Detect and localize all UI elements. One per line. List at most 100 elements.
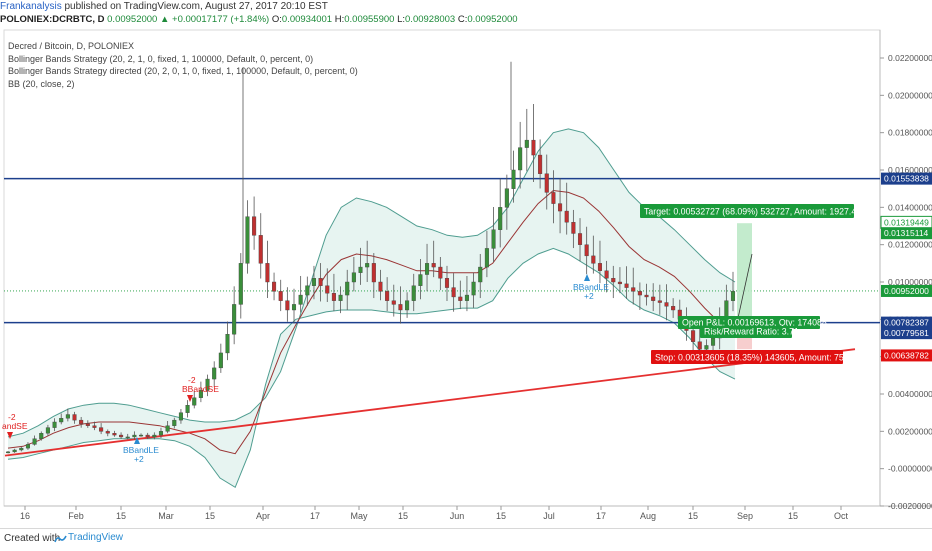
candle-body: [272, 281, 277, 292]
candle-body: [671, 306, 676, 311]
candle-body: [604, 270, 609, 279]
low-label: L:: [397, 14, 406, 25]
x-tick-label: Sep: [737, 511, 753, 521]
candle-body: [119, 434, 124, 438]
candle-body: [538, 154, 543, 174]
candle-body: [451, 287, 456, 298]
candle-body: [245, 216, 250, 264]
stop-annotation: Stop: 0.00313605 (18.35%) 143605, Amount…: [655, 353, 849, 363]
candle-body: [5, 451, 11, 454]
candle-body: [178, 412, 183, 421]
candle-body: [79, 419, 84, 425]
candle-body: [212, 367, 217, 380]
risk-reward-annotation: Risk/Reward Ratio: 3.71: [704, 327, 799, 337]
candle-body: [504, 188, 509, 208]
candle-body: [112, 433, 117, 436]
candle-body: [617, 281, 622, 285]
legend-series-name[interactable]: Decred / Bitcoin, D, POLONIEX: [8, 41, 135, 51]
risk-reward-annotation-box: [700, 326, 792, 338]
candle-body: [85, 423, 90, 426]
x-tick-label: Jul: [543, 511, 555, 521]
candle-body: [278, 291, 283, 301]
x-tick-label: 15: [398, 511, 408, 521]
high-label: H:: [334, 14, 345, 25]
open-pnl-annotation: Open P&L: 0.00169613, Qty: 174088: [682, 318, 827, 328]
candle-body: [225, 334, 230, 354]
candle-body: [571, 222, 576, 234]
candle-body: [458, 296, 463, 301]
legend-strategy-1[interactable]: Bollinger Bands Strategy (20, 2, 1, 0, f…: [8, 53, 314, 64]
signal-arrow-up-icon: [584, 274, 590, 281]
publish-info: published on TradingView.com, August 27,…: [64, 1, 328, 12]
candle-body: [305, 285, 310, 296]
symbol-label[interactable]: POLONIEX:DCRBTC, D: [0, 14, 105, 25]
price-tag-label: 0.01315114: [884, 228, 929, 238]
price-tag-box: [881, 316, 932, 329]
candle-body: [391, 300, 396, 305]
y-tick-label: 0.01200000: [888, 240, 932, 250]
price-chart[interactable]: 0.02200000 0.02000000 0.01800000 0.01600000…: [0, 28, 932, 526]
candle-body: [358, 266, 363, 273]
candle-body: [385, 291, 390, 301]
candle-body: [345, 281, 350, 296]
candle-body: [378, 281, 383, 292]
price-tag-label: 0.01553838: [884, 174, 929, 184]
created-with-label: Created with: [4, 533, 61, 544]
candle-body: [99, 427, 104, 432]
x-tick-label: Mar: [158, 511, 174, 521]
legend-strategy-2[interactable]: Bollinger Bands Strategy directed (20, 2…: [8, 66, 358, 76]
candle-body: [597, 263, 603, 271]
candle-body: [591, 255, 596, 264]
candle-body: [498, 207, 503, 230]
legend-bollinger[interactable]: BB (20, close, 2): [8, 78, 75, 89]
price-tag-label: 0.00782387: [884, 318, 929, 328]
candle-body: [444, 278, 450, 288]
candle-body: [72, 414, 77, 421]
candle-body: [218, 352, 223, 369]
close-value: 0.00952000: [467, 14, 518, 25]
high-value: 0.00955900: [344, 14, 395, 25]
y-tick-label: 0.00200000: [888, 426, 932, 436]
x-tick-label: Aug: [640, 511, 656, 521]
candle-body: [92, 425, 97, 428]
author-link[interactable]: Frankanalysis: [0, 1, 62, 12]
candle-body: [52, 421, 57, 428]
trend-line: [4, 348, 856, 457]
candle-body: [624, 283, 629, 288]
candle-body: [132, 434, 137, 438]
y-tick-label: 0.02200000: [888, 53, 932, 63]
candle-body: [338, 294, 343, 301]
candle-body: [298, 294, 303, 305]
x-tick-label: 15: [205, 511, 215, 521]
price-tag-box: [881, 284, 932, 297]
signal-arrow-up-icon: [134, 437, 140, 444]
last-price: 0.00952000: [107, 14, 158, 25]
candle-body: [291, 304, 297, 311]
price-tag-label: 0.00638782: [884, 350, 929, 360]
candle-body: [484, 248, 489, 268]
candle-body: [125, 436, 130, 439]
candle-body: [425, 263, 430, 275]
candle-body: [59, 418, 64, 423]
x-tick-label: 17: [310, 511, 320, 521]
candle-body: [238, 263, 243, 305]
stop-annotation-box: [651, 350, 843, 364]
candle-body: [192, 397, 197, 406]
signal-arrow-down-icon: [187, 395, 193, 402]
low-value: 0.00928003: [405, 14, 456, 25]
signal-label: +2: [584, 291, 594, 301]
y-tick-label: 0.01800000: [888, 128, 932, 138]
candle-body: [365, 263, 370, 268]
x-tick-label: Jun: [450, 511, 465, 521]
candle-body: [644, 294, 649, 298]
x-tick-label: 17: [596, 511, 606, 521]
price-tag-box: [881, 349, 932, 362]
candle-body: [531, 139, 536, 156]
candle-body: [637, 291, 642, 296]
tradingview-logo-icon: [54, 535, 67, 543]
x-tick-label: 15: [788, 511, 798, 521]
candle-body: [172, 419, 177, 426]
tradingview-brand[interactable]: TradingView: [68, 532, 124, 543]
candle-body: [258, 235, 263, 264]
open-label: O:: [271, 14, 282, 25]
